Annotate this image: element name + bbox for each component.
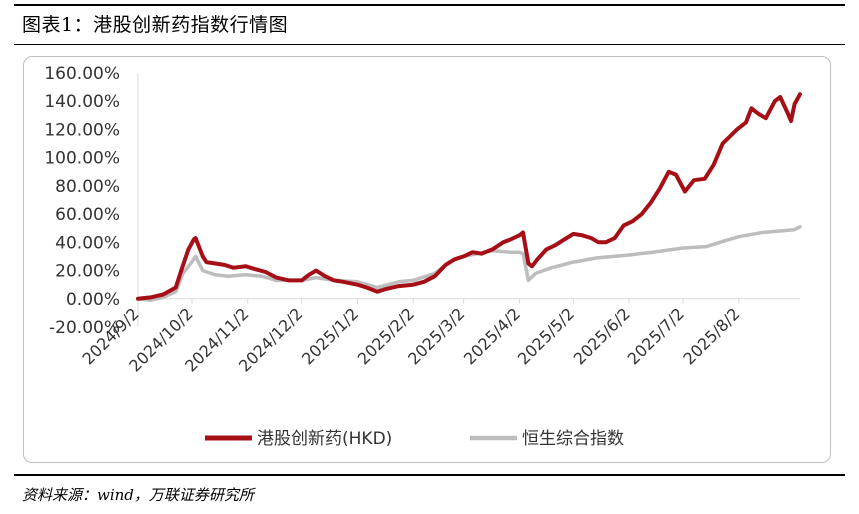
- y-tick-label: -20.00%: [49, 318, 120, 338]
- series-layer: [136, 92, 802, 302]
- x-tick-label: 2025/5/2: [514, 304, 578, 368]
- x-tick-label: 2025/1/2: [298, 304, 362, 368]
- y-tick-label: 40.00%: [55, 233, 120, 253]
- y-tick-label: 60.00%: [55, 205, 120, 225]
- y-tick-label: 140.00%: [44, 92, 120, 112]
- x-axis: 2024/9/22024/10/22024/11/22024/12/22025/…: [79, 298, 744, 376]
- top-rule: [14, 4, 845, 6]
- y-tick-label: 0.00%: [66, 290, 120, 310]
- y-tick-label: 20.00%: [55, 262, 120, 282]
- legend: 港股创新药(HKD) 恒生综合指数: [205, 429, 624, 449]
- figure-title: 图表1：港股创新药指数行情图: [22, 14, 289, 36]
- y-tick-label: 160.00%: [44, 64, 120, 84]
- y-tick-label: 120.00%: [44, 120, 120, 140]
- series-line-hang-seng-composite: [136, 225, 802, 302]
- x-tick-label: 2025/6/2: [570, 304, 634, 368]
- bottom-rule: [14, 474, 845, 476]
- x-tick-label: 2025/8/2: [679, 304, 743, 368]
- title-rule: [14, 44, 845, 45]
- series-line-innovative-drug: [136, 92, 802, 301]
- y-axis: 160.00% 140.00% 120.00% 100.00% 80.00% 60.00%…: [44, 64, 120, 338]
- source-note: 资料来源：wind，万联证券研究所: [22, 486, 254, 504]
- legend-label: 恒生综合指数: [522, 429, 624, 449]
- legend-label: 港股创新药(HKD): [257, 429, 392, 449]
- y-tick-label: 100.00%: [44, 149, 120, 169]
- x-tick-label: 2025/7/2: [624, 304, 688, 368]
- chart-frame: [23, 56, 831, 463]
- x-tick-label: 2025/4/2: [460, 304, 524, 368]
- line-chart: 160.00% 140.00% 120.00% 100.00% 80.00% 60.00%…: [44, 64, 802, 449]
- y-tick-label: 80.00%: [55, 177, 120, 197]
